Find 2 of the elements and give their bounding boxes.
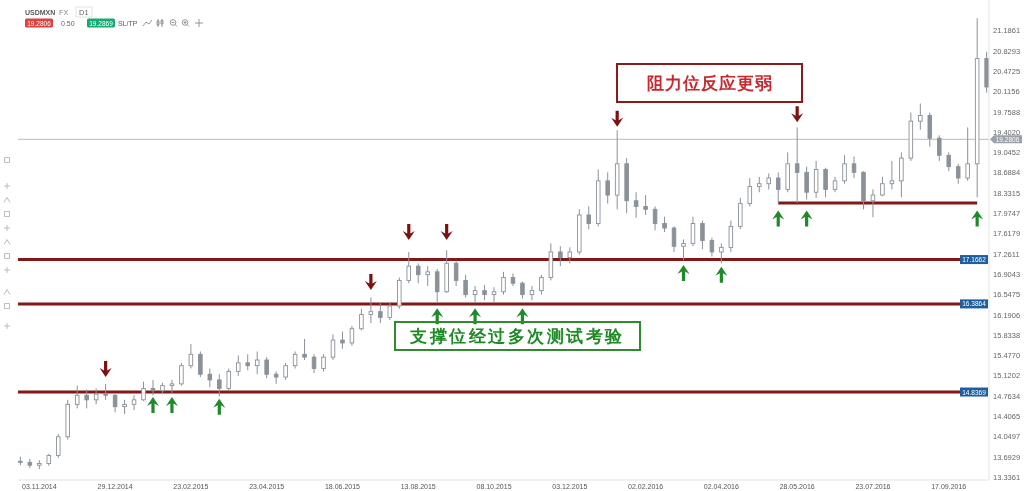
annotation: 阻力位反应更弱 [646, 73, 773, 93]
annotation: 支撑位经过多次测试考验 [410, 326, 625, 346]
